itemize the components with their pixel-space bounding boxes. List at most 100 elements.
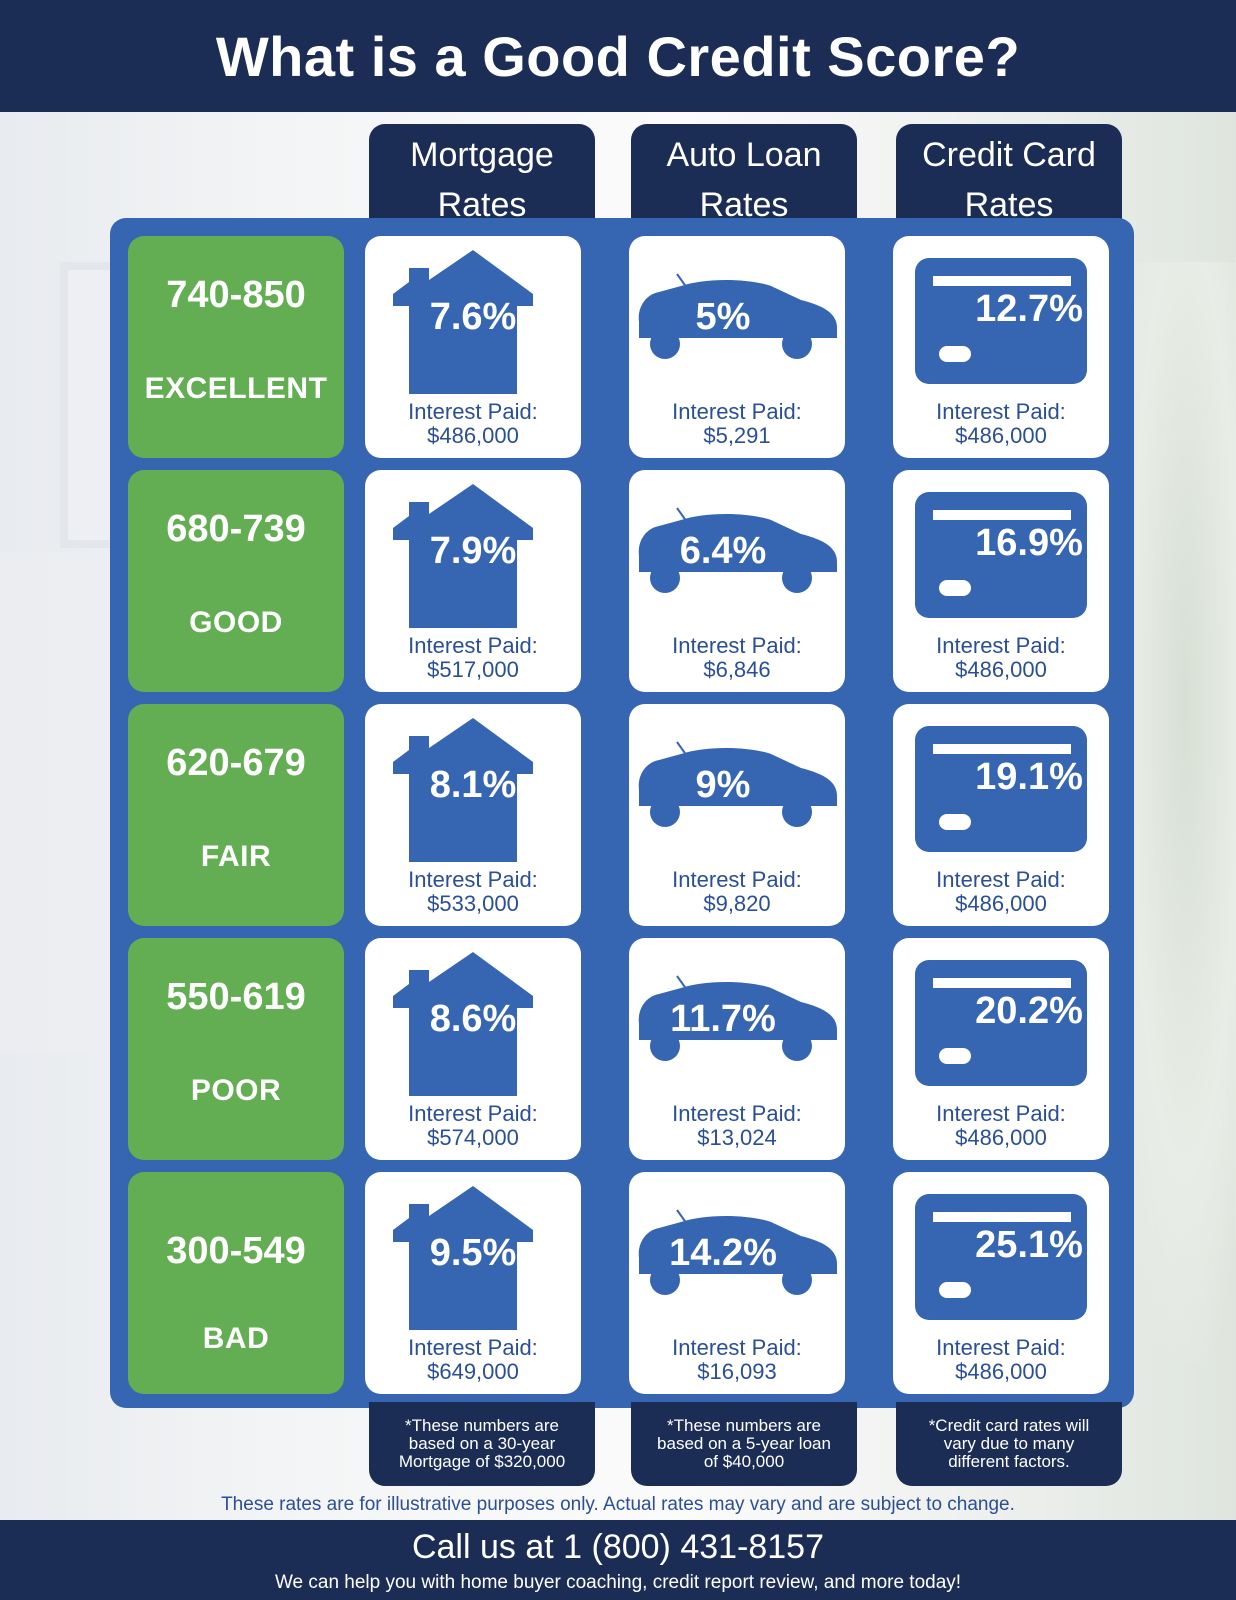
title-banner: What is a Good Credit Score? <box>0 0 1236 112</box>
rate-value: 7.9% <box>429 530 517 572</box>
rate-value: 14.2% <box>669 1232 777 1274</box>
score-label: EXCELLENT <box>144 372 328 405</box>
interest-paid: Interest Paid: $13,024 <box>629 1102 845 1150</box>
page-title: What is a Good Credit Score? <box>215 24 1021 88</box>
mortgage-card-excellent: 7.6% Interest Paid: $486,000 <box>365 236 581 458</box>
interest-paid-value: $13,024 <box>697 1125 777 1150</box>
car-icon <box>638 975 837 1061</box>
auto-loan-card-good: 6.4% Interest Paid: $6,846 <box>629 470 845 692</box>
score-poor: 550-619 POOR <box>128 938 344 1160</box>
footnote-line: different factors. <box>948 1452 1070 1471</box>
credit-card-card-fair: 19.1% Interest Paid: $486,000 <box>893 704 1109 926</box>
rate-value: 19.1% <box>975 756 1083 798</box>
interest-paid-label: Interest Paid: <box>936 1101 1066 1126</box>
score-fair: 620-679 FAIR <box>128 704 344 926</box>
interest-paid-value: $486,000 <box>955 423 1047 448</box>
interest-paid-label: Interest Paid: <box>672 1335 802 1360</box>
interest-paid: Interest Paid: $5,291 <box>629 400 845 448</box>
interest-paid-label: Interest Paid: <box>936 399 1066 424</box>
rate-value: 20.2% <box>975 990 1083 1032</box>
interest-paid: Interest Paid: $16,093 <box>629 1336 845 1384</box>
rate-value: 12.7% <box>975 288 1083 330</box>
interest-paid-value: $486,000 <box>955 657 1047 682</box>
house-icon <box>393 952 533 1096</box>
background-wall <box>0 552 110 1052</box>
footnote-line: *Credit card rates will <box>928 1416 1090 1435</box>
credit-card-card-poor: 20.2% Interest Paid: $486,000 <box>893 938 1109 1160</box>
score-excellent: 740-850 EXCELLENT <box>128 236 344 458</box>
rate-value: 7.6% <box>429 296 517 338</box>
car-icon <box>638 507 837 593</box>
interest-paid: Interest Paid: $486,000 <box>893 868 1109 916</box>
credit-card-icon <box>915 960 1087 1086</box>
credit-card-card-good: 16.9% Interest Paid: $486,000 <box>893 470 1109 692</box>
rate-value: 16.9% <box>975 522 1083 564</box>
interest-paid: Interest Paid: $517,000 <box>365 634 581 682</box>
column-header-auto-loan: Auto Loan Rates <box>631 124 857 236</box>
rate-value: 9.5% <box>429 1232 517 1274</box>
score-label: BAD <box>202 1322 270 1355</box>
column-header-line2: Rates <box>964 186 1054 224</box>
credit-card-icon <box>915 258 1087 384</box>
rate-value: 11.7% <box>670 998 776 1040</box>
auto-loan-card-fair: 9% Interest Paid: $9,820 <box>629 704 845 926</box>
disclaimer: These rates are for illustrative purpose… <box>221 1494 1015 1515</box>
credit-card-icon <box>915 492 1087 618</box>
interest-paid: Interest Paid: $486,000 <box>893 400 1109 448</box>
interest-paid: Interest Paid: $649,000 <box>365 1336 581 1384</box>
car-icon <box>638 273 837 359</box>
interest-paid: Interest Paid: $574,000 <box>365 1102 581 1150</box>
credit-card-card-bad: 25.1% Interest Paid: $486,000 <box>893 1172 1109 1394</box>
score-range: 680-739 <box>166 508 306 550</box>
rate-value: 9% <box>695 764 751 806</box>
call-number[interactable]: Call us at 1 (800) 431-8157 <box>411 1528 825 1566</box>
interest-paid-label: Interest Paid: <box>408 633 538 658</box>
house-icon <box>393 250 533 394</box>
column-header-mortgage: Mortgage Rates <box>369 124 595 236</box>
score-bad: 300-549 BAD <box>128 1172 344 1394</box>
footnote-mortgage: *These numbers are based on a 30-year Mort… <box>369 1402 595 1486</box>
rate-value: 8.6% <box>429 998 517 1040</box>
interest-paid-value: $486,000 <box>955 1359 1047 1384</box>
footnote-line: based on a 5-year loan <box>657 1434 831 1453</box>
interest-paid-label: Interest Paid: <box>408 399 538 424</box>
rate-value: 5% <box>695 296 751 338</box>
footnote-line: vary due to many <box>943 1434 1075 1453</box>
auto-loan-card-excellent: 5% Interest Paid: $5,291 <box>629 236 845 458</box>
interest-paid-label: Interest Paid: <box>408 867 538 892</box>
auto-loan-card-poor: 11.7% Interest Paid: $13,024 <box>629 938 845 1160</box>
column-header-line2: Rates <box>437 186 527 224</box>
interest-paid-label: Interest Paid: <box>936 633 1066 658</box>
help-text: We can help you with home buyer coaching… <box>274 1572 962 1593</box>
auto-loan-card-bad: 14.2% Interest Paid: $16,093 <box>629 1172 845 1394</box>
interest-paid: Interest Paid: $533,000 <box>365 868 581 916</box>
interest-paid-label: Interest Paid: <box>672 867 802 892</box>
score-label: POOR <box>190 1074 282 1107</box>
interest-paid-value: $5,291 <box>703 423 771 448</box>
interest-paid-label: Interest Paid: <box>936 1335 1066 1360</box>
column-header-line1: Auto Loan <box>666 136 822 174</box>
interest-paid: Interest Paid: $486,000 <box>893 634 1109 682</box>
credit-card-icon <box>915 726 1087 852</box>
column-header-line1: Mortgage <box>410 136 554 174</box>
mortgage-card-good: 7.9% Interest Paid: $517,000 <box>365 470 581 692</box>
footnote-line: Mortgage of $320,000 <box>398 1452 566 1471</box>
house-icon <box>393 1186 533 1330</box>
score-label: GOOD <box>189 606 283 639</box>
column-header-line1: Credit Card <box>922 136 1096 174</box>
footnote-credit-card: *Credit card rates will vary due to many d… <box>896 1402 1122 1486</box>
interest-paid: Interest Paid: $6,846 <box>629 634 845 682</box>
interest-paid-value: $486,000 <box>427 423 519 448</box>
interest-paid-value: $574,000 <box>427 1125 519 1150</box>
interest-paid-value: $486,000 <box>955 891 1047 916</box>
score-range: 740-850 <box>166 274 306 316</box>
credit-card-icon <box>915 1194 1087 1320</box>
footnote-line: *These numbers are <box>666 1416 822 1435</box>
mortgage-card-bad: 9.5% Interest Paid: $649,000 <box>365 1172 581 1394</box>
interest-paid-label: Interest Paid: <box>672 1101 802 1126</box>
footnote-line: of $40,000 <box>703 1452 785 1471</box>
interest-paid-label: Interest Paid: <box>936 867 1066 892</box>
interest-paid-label: Interest Paid: <box>408 1335 538 1360</box>
column-header-credit-card: Credit Card Rates <box>896 124 1122 236</box>
interest-paid-label: Interest Paid: <box>672 633 802 658</box>
